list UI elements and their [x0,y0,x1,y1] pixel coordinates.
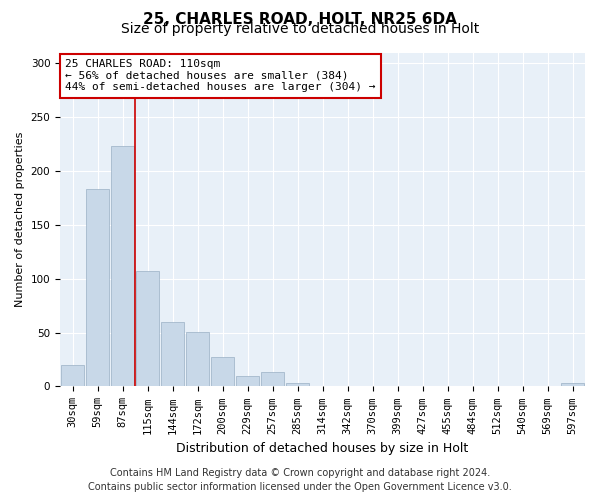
Text: Size of property relative to detached houses in Holt: Size of property relative to detached ho… [121,22,479,36]
Bar [161,322,184,386]
Bar [136,271,159,386]
Bar [111,146,134,386]
X-axis label: Distribution of detached houses by size in Holt: Distribution of detached houses by size … [176,442,469,455]
Bar [211,358,234,386]
Bar [286,383,309,386]
Bar [236,376,259,386]
Text: 25 CHARLES ROAD: 110sqm
← 56% of detached houses are smaller (384)
44% of semi-d: 25 CHARLES ROAD: 110sqm ← 56% of detache… [65,59,376,92]
Bar [61,365,84,386]
Bar [561,383,584,386]
Text: 25, CHARLES ROAD, HOLT, NR25 6DA: 25, CHARLES ROAD, HOLT, NR25 6DA [143,12,457,28]
Y-axis label: Number of detached properties: Number of detached properties [15,132,25,307]
Bar [186,332,209,386]
Text: Contains HM Land Registry data © Crown copyright and database right 2024.
Contai: Contains HM Land Registry data © Crown c… [88,468,512,492]
Bar [86,190,109,386]
Bar [261,372,284,386]
